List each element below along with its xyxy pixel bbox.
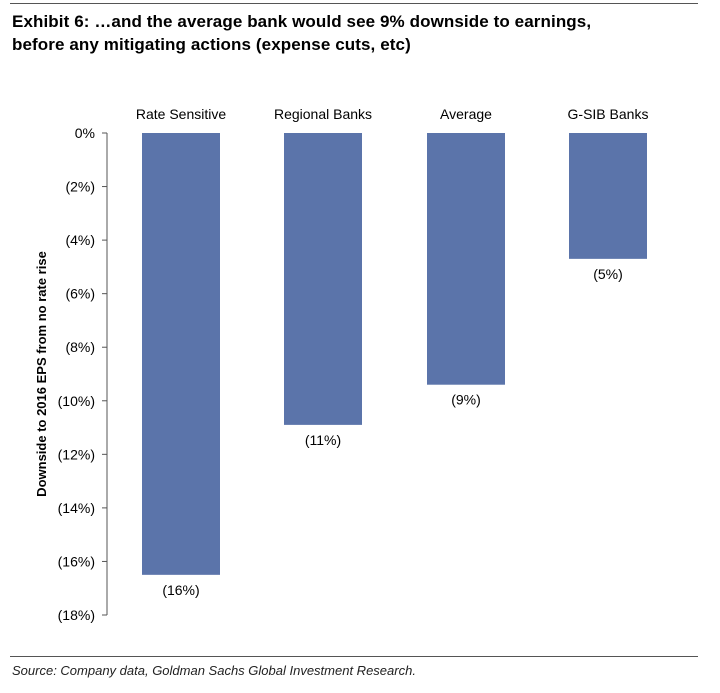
y-tick-label: (2%) bbox=[65, 179, 95, 195]
y-tick-label: (10%) bbox=[58, 393, 95, 409]
bar-1 bbox=[142, 133, 220, 575]
y-tick-label: (8%) bbox=[65, 339, 95, 355]
category-label: Rate Sensitive bbox=[136, 106, 226, 122]
category-label: G-SIB Banks bbox=[568, 106, 649, 122]
data-label: (5%) bbox=[593, 266, 623, 282]
y-tick-label: (6%) bbox=[65, 286, 95, 302]
y-tick-label: (12%) bbox=[58, 446, 95, 462]
title-line-2: before any mitigating actions (expense c… bbox=[12, 35, 411, 54]
top-rule bbox=[10, 3, 698, 4]
data-label: (9%) bbox=[451, 392, 481, 408]
bottom-rule bbox=[10, 656, 698, 657]
y-tick-label: 0% bbox=[75, 125, 95, 141]
bar-2 bbox=[284, 133, 362, 425]
bar-4 bbox=[569, 133, 647, 259]
y-tick-label: (14%) bbox=[58, 500, 95, 516]
y-tick-label: (4%) bbox=[65, 232, 95, 248]
y-tick-label: (16%) bbox=[58, 553, 95, 569]
y-axis-title: Downside to 2016 EPS from no rate rise bbox=[34, 251, 49, 497]
category-label: Average bbox=[440, 106, 492, 122]
source-note: Source: Company data, Goldman Sachs Glob… bbox=[12, 663, 416, 678]
title-line-1: Exhibit 6: …and the average bank would s… bbox=[12, 12, 592, 31]
y-tick-label: (18%) bbox=[58, 607, 95, 623]
category-label: Regional Banks bbox=[274, 106, 372, 122]
data-label: (16%) bbox=[162, 582, 199, 598]
bar-3 bbox=[427, 133, 505, 385]
chart-title: Exhibit 6: …and the average bank would s… bbox=[12, 10, 702, 56]
data-label: (11%) bbox=[305, 432, 341, 448]
